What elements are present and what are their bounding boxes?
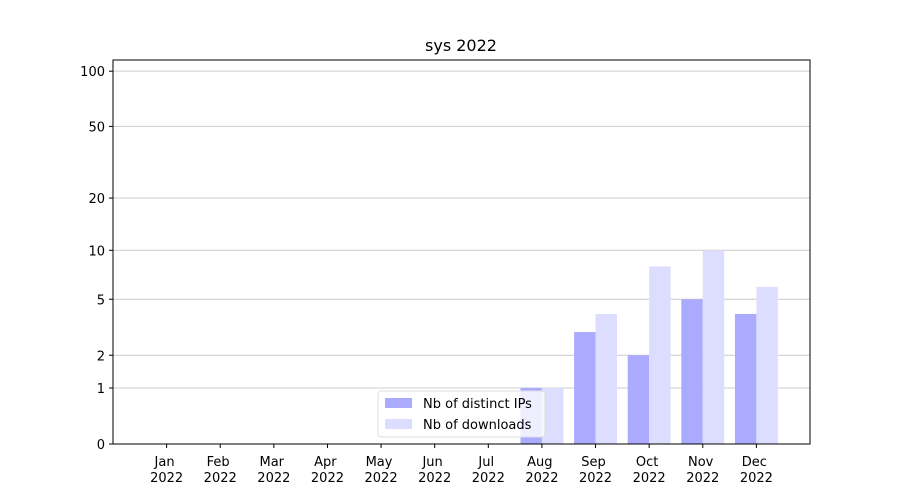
- plot-frame: [112, 59, 811, 445]
- bar: [702, 250, 725, 444]
- x-tick-label: Nov 2022: [686, 455, 719, 486]
- y-tick-label: 5: [97, 293, 105, 308]
- y-tick-label: 0: [97, 438, 105, 453]
- x-tick-label: Sep 2022: [579, 455, 612, 486]
- bar: [756, 286, 778, 444]
- x-tick-label: Dec 2022: [740, 455, 773, 486]
- x-tick-label: Jul 2022: [472, 455, 505, 486]
- bar: [574, 332, 596, 444]
- x-tick-label: Apr 2022: [311, 455, 344, 486]
- x-tick-label: Jun 2022: [418, 455, 451, 486]
- bar: [681, 299, 703, 444]
- bar: [541, 388, 564, 444]
- x-tick-label: Oct 2022: [633, 455, 666, 486]
- y-tick-label: 2: [97, 349, 105, 364]
- y-tick-label: 100: [80, 65, 105, 80]
- legend-swatch: [385, 419, 412, 429]
- x-tick-label: Jan 2022: [150, 455, 183, 486]
- x-tick-label: Mar 2022: [257, 455, 290, 486]
- bar: [595, 313, 617, 444]
- y-tick-label: 1: [97, 382, 105, 397]
- legend-label: Nb of distinct IPs: [423, 397, 532, 412]
- x-tick-label: Aug 2022: [525, 455, 558, 486]
- x-tick-label: May 2022: [365, 455, 398, 486]
- chart-title: sys 2022: [425, 36, 497, 55]
- bar: [734, 313, 757, 444]
- y-tick-label: 50: [88, 120, 105, 135]
- y-tick-label: 20: [88, 192, 105, 207]
- legend-swatch: [385, 398, 412, 408]
- legend-box: [377, 390, 546, 438]
- bar: [649, 266, 671, 444]
- bar: [627, 355, 650, 444]
- legend-label: Nb of downloads: [423, 418, 532, 433]
- x-tick-label: Feb 2022: [204, 455, 237, 486]
- y-tick-label: 10: [88, 244, 105, 259]
